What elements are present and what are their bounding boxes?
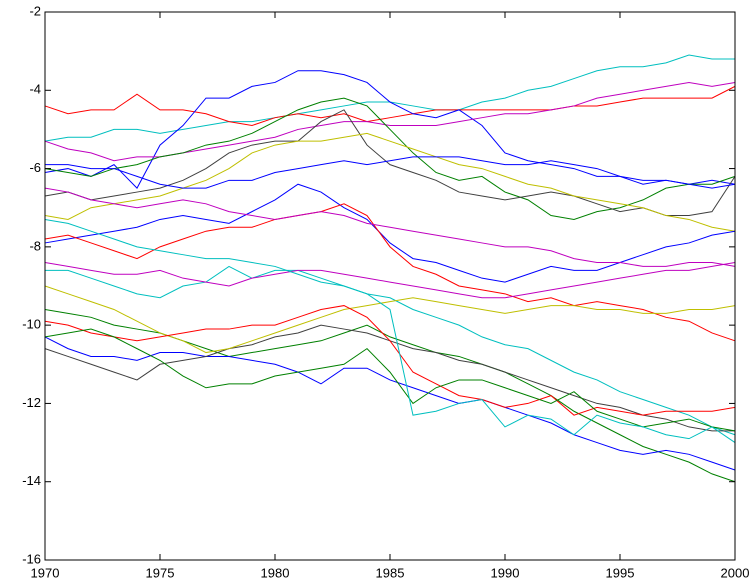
y-tick-label: -10 <box>22 317 41 332</box>
series-line <box>44 328 736 432</box>
plot-frame <box>44 11 736 561</box>
y-tick-label: -2 <box>29 3 41 18</box>
y-tick-label: -6 <box>29 160 41 175</box>
x-tick-label: 1995 <box>606 565 635 580</box>
y-tick-label: -14 <box>22 473 41 488</box>
y-tick-label: -12 <box>22 395 41 410</box>
axes: -16 -14 -12 -10 -8 -6 -4 -2 1970 1975 1980 1985 1990… <box>22 3 749 580</box>
series-line <box>44 54 735 142</box>
series-line <box>45 156 736 189</box>
x-tick-label: 1990 <box>491 565 520 580</box>
series-line <box>44 262 736 299</box>
series-line <box>44 85 736 127</box>
y-tick-label: -4 <box>29 82 41 97</box>
series-line <box>44 81 736 162</box>
series-line <box>44 187 736 267</box>
series-line <box>44 183 736 283</box>
series-line <box>44 132 736 232</box>
series-line <box>44 218 736 443</box>
series-lines <box>44 54 736 483</box>
series-line <box>44 336 736 471</box>
series-line <box>44 305 736 416</box>
y-tick-label: -8 <box>29 238 41 253</box>
y-tick-label: -16 <box>22 551 41 566</box>
x-tick-label: 1970 <box>31 565 60 580</box>
series-line <box>44 203 736 342</box>
series-line <box>44 97 736 220</box>
x-tick-label: 2000 <box>721 565 750 580</box>
series-line <box>45 265 736 436</box>
series-line <box>44 109 736 217</box>
series-line <box>44 285 736 354</box>
x-tick-label: 1980 <box>261 565 290 580</box>
x-tick-label: 1975 <box>146 565 175 580</box>
x-tick-label: 1985 <box>376 565 405 580</box>
